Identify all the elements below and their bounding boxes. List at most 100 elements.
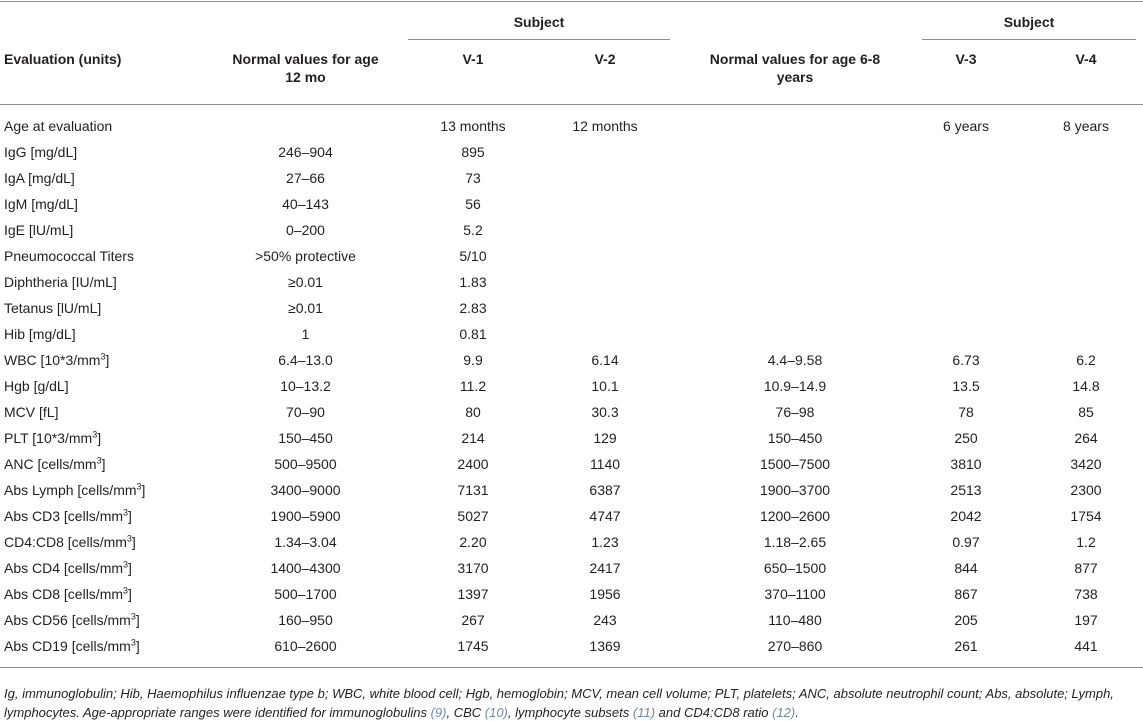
subject-group-rule-2 [922,39,1136,40]
cell-normal-6-8y: 1.18–2.65 [763,534,827,550]
cell-v1: 56 [465,196,481,212]
cell-v2: 6387 [589,482,621,498]
cell-normal-6-8y: 1200–2600 [759,508,831,524]
cell-v2: 12 months [572,118,638,134]
cell-v1: 9.9 [463,352,483,368]
cell-evaluation: Diphtheria [IU/mL] [4,274,117,290]
cell-normal-6-8y: 370–1100 [764,586,826,602]
cell-v3: 3810 [950,456,982,472]
table-footnote: Ig, immunoglobulin; Hib, Haemophilus inf… [4,684,1142,722]
bottom-rule [0,667,1143,668]
table-row: Pneumococcal Titers >50% protective 5/10 [0,243,1143,269]
cell-v4: 2300 [1070,482,1102,498]
col-header-evaluation: Evaluation (units) [4,51,122,67]
table-row: Hgb [g/dL] 10–13.2 11.2 10.1 10.9–14.9 13.5 14… [0,373,1143,399]
cell-normal-12mo: ≥0.01 [288,274,323,290]
cell-evaluation: Tetanus [lU/mL] [4,300,102,316]
cell-v1: 2400 [457,456,489,472]
footnote-ref-12[interactable]: (12) [772,705,796,720]
cell-normal-6-8y: 150–450 [767,430,823,446]
table-row: Abs CD8 [cells/mm3] 500–1700 1397 1956 370–1… [0,581,1143,607]
cell-v4: 14.8 [1072,378,1100,394]
top-rule [0,1,1143,2]
cell-normal-6-8y: 4.4–9.58 [767,352,823,368]
cell-v1: 0.81 [459,326,487,342]
cell-normal-12mo: 0–200 [286,222,325,238]
subject-group-rule-1 [408,39,670,40]
cell-v1: 1397 [457,586,489,602]
col-header-v2: V-2 [594,51,616,67]
cell-normal-6-8y: 10.9–14.9 [763,378,827,394]
table-row: CD4:CD8 [cells/mm3] 1.34–3.04 2.20 1.23 1.18… [0,529,1143,555]
cell-v4: 441 [1074,638,1098,654]
cell-v2: 4747 [589,508,621,524]
footnote-text-1: Ig, immunoglobulin; Hib, Haemophilus inf… [4,686,1114,720]
subject-group-header-2: Subject [1003,14,1055,30]
cell-normal-12mo: 40–143 [282,196,329,212]
cell-evaluation: Abs Lymph [cells/mm3] [4,481,146,498]
table-row: PLT [10*3/mm3] 150–450 214 129 150–450 250 264 [0,425,1143,451]
cell-v1: 80 [465,404,481,420]
cell-evaluation: IgE [lU/mL] [4,222,74,238]
table-row: IgG [mg/dL] 246–904 895 [0,139,1143,165]
cell-v3: 250 [954,430,978,446]
cell-normal-12mo: 610–2600 [274,638,337,654]
cell-v3: 844 [954,560,978,576]
header-rule [0,104,1143,105]
cell-v2: 1956 [589,586,621,602]
col-header-v1: V-1 [462,51,484,67]
cell-v1: 2.20 [459,534,487,550]
cell-v1: 267 [461,612,485,628]
cell-normal-12mo: 1400–4300 [270,560,341,576]
col-header-normal-12mo: Normal values for age 12 mo [232,51,379,85]
cell-v3: 2042 [950,508,982,524]
table-row: Abs CD3 [cells/mm3] 1900–5900 5027 4747 1200… [0,503,1143,529]
cell-normal-12mo: 6.4–13.0 [278,352,333,368]
cell-evaluation: Pneumococcal Titers [4,248,134,264]
cell-normal-12mo: 3400–9000 [270,482,341,498]
cell-v2: 243 [593,612,617,628]
cell-v1: 7131 [457,482,489,498]
table-row: Abs CD4 [cells/mm3] 1400–4300 3170 2417 650–… [0,555,1143,581]
cell-v1: 2.83 [459,300,487,316]
cell-evaluation: IgA [mg/dL] [4,170,75,186]
table-row: MCV [fL] 70–90 80 30.3 76–98 78 85 [0,399,1143,425]
cell-v1: 5.2 [463,222,483,238]
cell-normal-6-8y: 1500–7500 [759,456,831,472]
footnote-ref-10[interactable]: (10) [484,705,508,720]
cell-evaluation: IgM [mg/dL] [4,196,78,212]
table-row: Abs CD19 [cells/mm3] 610–2600 1745 1369 270–… [0,633,1143,659]
table-row: ANC [cells/mm3] 500–9500 2400 1140 1500–7500… [0,451,1143,477]
cell-v3: 6 years [943,118,989,134]
footnote-ref-9[interactable]: (9) [430,705,447,720]
table-row: Hib [mg/dL] 1 0.81 [0,321,1143,347]
table-row: IgA [mg/dL] 27–66 73 [0,165,1143,191]
cell-normal-12mo: 1.34–3.04 [274,534,337,550]
cell-v3: 78 [958,404,974,420]
table-row: IgE [lU/mL] 0–200 5.2 [0,217,1143,243]
cell-v1: 5/10 [459,248,487,264]
cell-v3: 6.73 [952,352,980,368]
cell-normal-12mo: 500–9500 [274,456,337,472]
cell-v2: 1140 [589,456,621,472]
cell-v4: 1.2 [1076,534,1096,550]
cell-evaluation: WBC [10*3/mm3] [4,351,110,368]
cell-v3: 867 [954,586,978,602]
cell-evaluation: Abs CD56 [cells/mm3] [4,611,140,628]
col-header-v4: V-4 [1075,51,1097,67]
cell-evaluation: ANC [cells/mm3] [4,455,106,472]
cell-v2: 10.1 [591,378,619,394]
cell-v3: 0.97 [952,534,980,550]
col-header-v3: V-3 [955,51,977,67]
cell-v3: 205 [954,612,978,628]
footnote-text-4: and CD4:CD8 ratio [655,705,773,720]
cell-v3: 261 [954,638,978,654]
table-row: Age at evaluation 13 months 12 months 6 yea… [0,113,1143,139]
cell-evaluation: PLT [10*3/mm3] [4,429,102,446]
cell-v4: 3420 [1070,456,1102,472]
cell-evaluation: Hgb [g/dL] [4,378,69,394]
cell-v1: 73 [465,170,481,186]
cell-evaluation: IgG [mg/dL] [4,144,78,160]
cell-evaluation: Age at evaluation [4,118,113,134]
footnote-ref-11[interactable]: (11) [632,705,656,720]
